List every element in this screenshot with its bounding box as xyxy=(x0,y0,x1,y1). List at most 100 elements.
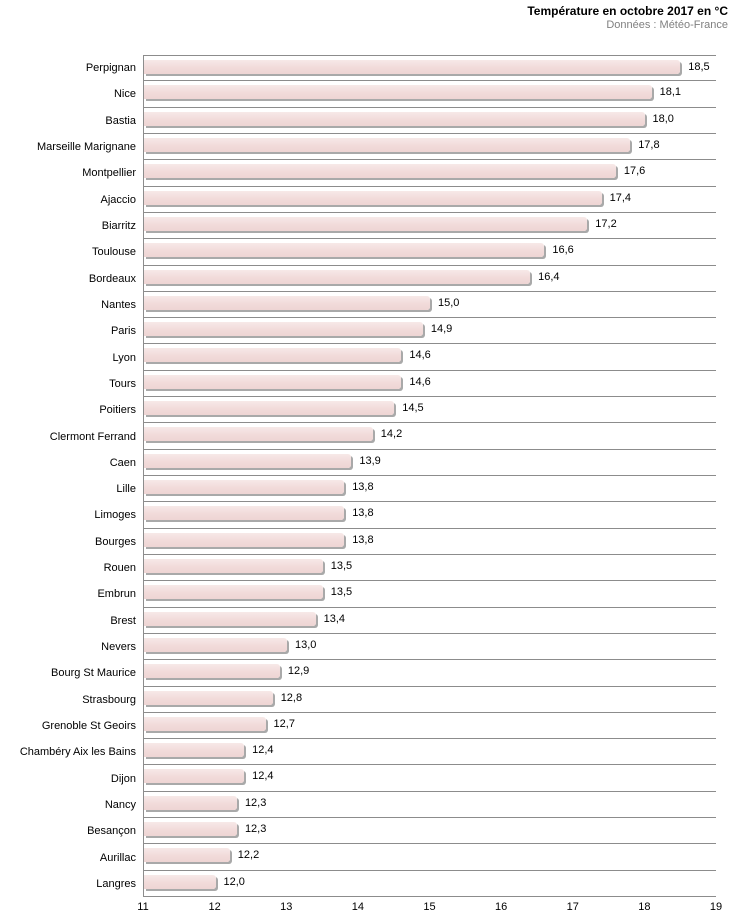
temperature-bar xyxy=(144,243,545,258)
value-label: 12,8 xyxy=(280,691,303,704)
x-tick-label: 12 xyxy=(208,901,221,913)
value-label: 12,3 xyxy=(244,823,267,836)
category-label: Aurillac xyxy=(99,851,136,864)
x-axis: 11 12 13 14 15 16 17 18 19 xyxy=(137,899,722,919)
bar-cell: 15,0 xyxy=(143,291,716,319)
value-label: 13,8 xyxy=(352,481,374,493)
bar-row: Nancy 12,3 xyxy=(0,791,716,819)
chart-header: Température en octobre 2017 en °C Donnée… xyxy=(527,4,728,33)
temperature-bar xyxy=(144,374,402,389)
category-label: Bastia xyxy=(105,114,136,127)
temperature-bar xyxy=(144,506,345,521)
category-label: Ajaccio xyxy=(100,193,136,206)
bar-cell: 17,4 xyxy=(143,186,716,213)
temperature-bar xyxy=(144,874,216,889)
bar-cell: 14,6 xyxy=(143,370,716,398)
bar-row: Besançon 12,3 xyxy=(0,818,716,845)
category-label: Nantes xyxy=(101,298,136,311)
bar-row: Nice 18,1 xyxy=(0,81,716,108)
value-label: 17,2 xyxy=(595,217,617,230)
temperature-bar xyxy=(144,690,273,705)
category-label: Clermont Ferrand xyxy=(49,430,136,443)
bar-cell: 14,2 xyxy=(143,423,716,450)
value-label: 13,8 xyxy=(352,533,374,546)
value-label: 13,9 xyxy=(359,454,381,467)
value-label: 14,6 xyxy=(409,349,431,362)
value-label: 13,8 xyxy=(352,507,374,520)
bar-row: Paris 14,9 xyxy=(0,318,716,345)
category-label: Tours xyxy=(109,377,136,390)
temperature-bar xyxy=(144,216,588,231)
value-label: 14,2 xyxy=(380,428,403,441)
value-label: 14,9 xyxy=(430,323,453,336)
plot-area: Perpignan 18,5 Nice 18,1 Bastia 18,0 Marseille… xyxy=(0,55,716,897)
bar-row: Chambéry Aix les Bains 12,4 xyxy=(0,739,716,766)
category-label: Paris xyxy=(110,325,136,338)
bar-cell: 12,3 xyxy=(143,791,716,819)
value-label: 13,4 xyxy=(323,612,346,625)
category-label: Poitiers xyxy=(99,404,136,417)
value-label: 17,6 xyxy=(623,165,646,178)
category-label: Rouen xyxy=(103,562,136,575)
bar-row: Aurillac 12,2 xyxy=(0,844,716,871)
bar-row: Embrun 13,5 xyxy=(0,581,716,608)
temperature-bar xyxy=(144,743,245,758)
bar-row: Biarritz 17,2 xyxy=(0,212,716,240)
value-label: 15,0 xyxy=(438,296,460,309)
temperature-bar xyxy=(144,480,345,494)
value-label: 16,6 xyxy=(552,244,574,257)
bar-cell: 13,8 xyxy=(143,528,716,555)
bar-row: Montpellier 17,6 xyxy=(0,160,716,187)
temperature-bar xyxy=(144,85,652,100)
category-label: Besançon xyxy=(87,825,136,838)
temperature-bar xyxy=(144,453,352,468)
bar-row: Bourges 13,8 xyxy=(0,528,716,555)
category-label: Nevers xyxy=(101,641,136,654)
bar-row: Bastia 18,0 xyxy=(0,107,716,134)
temperature-bar xyxy=(144,637,287,652)
category-label: Brest xyxy=(110,614,136,627)
bar-cell: 18,5 xyxy=(143,55,716,82)
value-label: 12,4 xyxy=(252,770,274,783)
category-label: Embrun xyxy=(97,588,136,601)
x-tick-label: 15 xyxy=(423,901,436,913)
temperature-bar xyxy=(144,60,681,74)
value-label: 17,4 xyxy=(609,191,632,204)
bar-cell: 14,5 xyxy=(143,397,716,424)
bar-cell: 12,4 xyxy=(143,765,716,792)
bar-cell: 17,2 xyxy=(143,212,716,240)
bar-row: Limoges 13,8 xyxy=(0,502,716,529)
value-label: 12,7 xyxy=(273,717,295,730)
value-label: 14,5 xyxy=(402,402,424,415)
temperature-bar xyxy=(144,190,602,205)
bar-cell: 14,6 xyxy=(143,344,716,371)
bar-cell: 12,0 xyxy=(143,870,716,897)
bar-cell: 18,0 xyxy=(143,107,716,134)
bar-row: Caen 13,9 xyxy=(0,449,716,476)
category-label: Grenoble St Geoirs xyxy=(41,719,136,732)
value-label: 18,5 xyxy=(688,61,710,73)
temperature-bar xyxy=(144,558,323,573)
temperature-bar xyxy=(144,137,631,152)
x-tick-label: 11 xyxy=(137,901,149,913)
x-tick-label: 17 xyxy=(566,901,579,913)
category-label: Strasbourg xyxy=(82,693,136,706)
bar-row: Rouen 13,5 xyxy=(0,554,716,582)
category-label: Dijon xyxy=(110,772,136,785)
bar-cell: 16,6 xyxy=(143,239,716,266)
bar-cell: 13,8 xyxy=(143,502,716,529)
category-label: Nice xyxy=(113,88,136,101)
bar-cell: 13,5 xyxy=(143,554,716,582)
bar-cell: 17,6 xyxy=(143,160,716,187)
value-label: 12,9 xyxy=(287,665,310,678)
category-label: Perpignan xyxy=(85,62,136,75)
bar-cell: 13,0 xyxy=(143,633,716,661)
value-label: 14,6 xyxy=(409,375,431,388)
x-tick-label: 16 xyxy=(495,901,508,913)
bar-row: Toulouse 16,6 xyxy=(0,239,716,266)
value-label: 13,0 xyxy=(295,638,317,651)
bar-row: Lille 13,8 xyxy=(0,476,716,503)
bar-row: Marseille Marignane 17,8 xyxy=(0,133,716,161)
bar-row: Perpignan 18,5 xyxy=(0,55,716,82)
temperature-bar xyxy=(144,795,237,810)
